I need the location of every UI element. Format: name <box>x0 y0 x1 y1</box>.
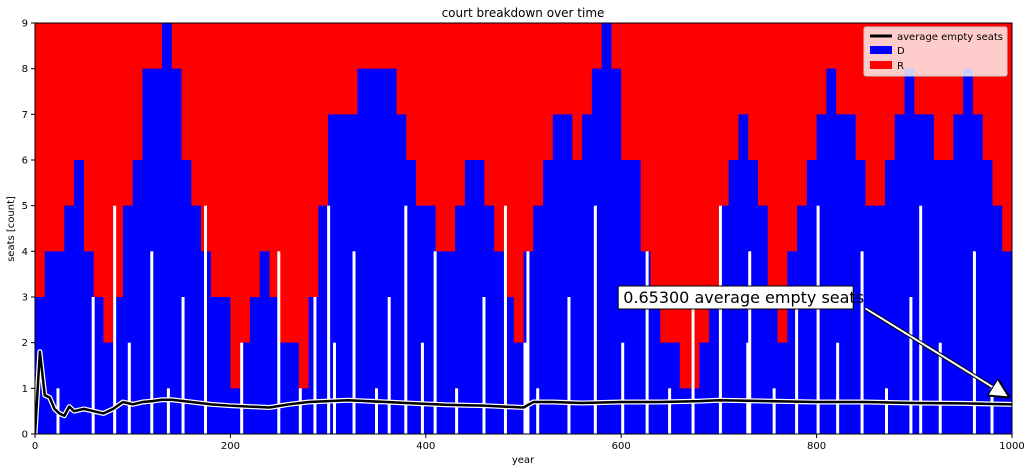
legend-swatch-r <box>870 61 892 69</box>
x-axis-label: year <box>512 455 535 466</box>
empty-seat-gap <box>113 205 117 434</box>
plot-area <box>35 23 1012 434</box>
empty-seat-gap <box>909 297 913 434</box>
x-tick-label: 400 <box>416 441 435 452</box>
empty-seat-gap <box>352 251 356 434</box>
y-tick-label: 6 <box>22 156 28 167</box>
series-average-line <box>35 350 1012 434</box>
empty-seat-gap <box>567 297 571 434</box>
empty-seat-gap <box>127 342 131 434</box>
empty-seat-gap <box>503 205 507 434</box>
empty-seat-gap <box>181 297 185 434</box>
x-tick-label: 200 <box>221 441 240 452</box>
y-tick-label: 5 <box>22 201 28 212</box>
empty-seat-gap <box>387 297 391 434</box>
empty-seat-gap <box>374 388 378 434</box>
empty-seat-gap <box>240 342 244 434</box>
legend-swatch-d <box>870 46 892 54</box>
empty-seat-gap <box>938 342 942 434</box>
empty-seat-gap <box>718 205 722 434</box>
empty-seat-gap <box>166 388 170 434</box>
legend-label-average: average empty seats <box>897 32 1003 43</box>
empty-seat-gap <box>772 388 776 434</box>
plot-frame <box>34 22 1013 435</box>
empty-seat-gap <box>795 297 799 434</box>
empty-seat-gap <box>990 388 994 434</box>
empty-seat-gap <box>621 342 625 434</box>
empty-seat-gap <box>593 205 597 434</box>
legend-box <box>863 26 1008 77</box>
empty-seat-gap <box>404 205 408 434</box>
y-tick-label: 4 <box>22 247 28 258</box>
annotation-text: 0.65300 average empty seats <box>623 288 864 307</box>
empty-seat-gap <box>691 297 695 434</box>
empty-seat-gap <box>523 342 527 434</box>
empty-seat-gap <box>836 342 840 434</box>
empty-seat-gap <box>645 251 649 434</box>
empty-seat-gap <box>455 388 459 434</box>
empty-seat-gap <box>536 388 540 434</box>
annotation-box <box>617 285 854 310</box>
legend-label-r: R <box>897 61 904 72</box>
legend: average empty seats D R <box>863 26 1008 77</box>
empty-seat-gap <box>150 251 154 434</box>
empty-seat-gap <box>668 388 672 434</box>
x-tick-label: 600 <box>612 441 631 452</box>
y-tick-label: 0 <box>22 430 28 441</box>
empty-seat-gap <box>433 251 437 434</box>
empty-seat-gap <box>277 251 281 434</box>
y-tick-label: 8 <box>22 64 28 75</box>
empty-seat-gap <box>860 251 864 434</box>
empty-seat-gap <box>204 205 208 434</box>
empty-seat-gap <box>420 342 424 434</box>
chart-title: court breakdown over time <box>442 6 605 20</box>
y-tick-label: 7 <box>22 110 28 121</box>
y-tick-label: 1 <box>22 384 28 395</box>
empty-seat-gap <box>313 297 317 434</box>
empty-seat-gap <box>526 251 530 434</box>
y-axis: 0 1 2 3 4 5 6 7 8 9 <box>22 19 35 441</box>
empty-seat-gap <box>746 342 750 434</box>
x-axis: 0 200 400 600 800 1000 <box>32 434 1025 452</box>
y-tick-label: 9 <box>22 19 28 30</box>
empty-seat-gap <box>298 388 302 434</box>
empty-seat-gap <box>332 342 336 434</box>
x-tick-label: 800 <box>807 441 826 452</box>
empty-seat-gap <box>482 297 486 434</box>
x-tick-label: 0 <box>32 441 38 452</box>
x-tick-label: 1000 <box>999 441 1024 452</box>
y-tick-label: 2 <box>22 338 28 349</box>
empty-seat-gap <box>91 297 95 434</box>
annotation: 0.65300 average empty seats <box>617 285 1006 395</box>
empty-seat-gap <box>919 205 923 434</box>
empty-seat-gap <box>327 205 331 434</box>
empty-seat-gap <box>972 251 976 434</box>
annotation-arrow <box>864 307 1006 395</box>
empty-seat-gap <box>884 388 888 434</box>
empty-seat-gap <box>748 251 752 434</box>
legend-label-d: D <box>897 46 905 57</box>
y-tick-label: 3 <box>22 293 28 304</box>
y-axis-label: seats [count] <box>6 196 17 262</box>
empty-seat-gap <box>816 205 820 434</box>
